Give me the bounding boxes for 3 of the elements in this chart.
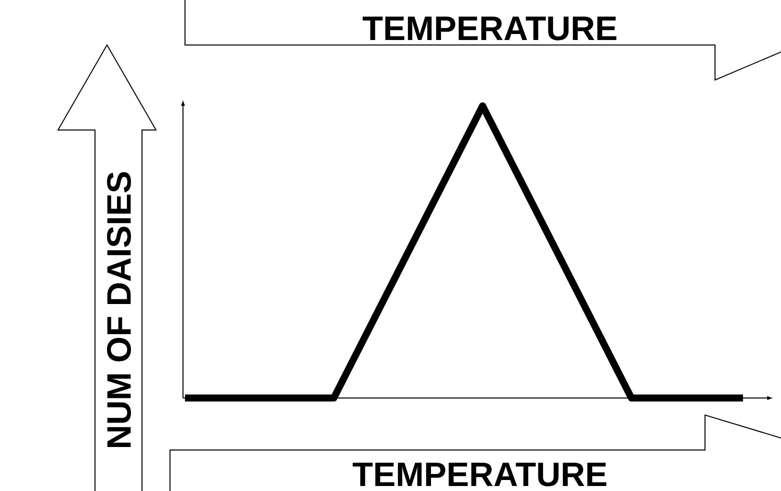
x-axis-title: TEMPERATURE (352, 462, 606, 486)
y-axis-title: NUM OF DAISIES (107, 172, 131, 447)
chart-title: TEMPERATURE (362, 16, 616, 40)
